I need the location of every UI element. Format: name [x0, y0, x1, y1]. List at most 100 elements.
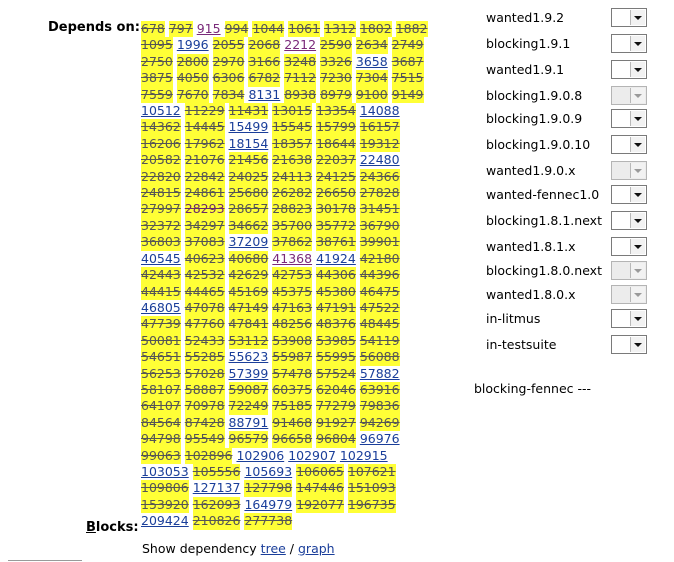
bug-link[interactable]: 44415 — [141, 283, 181, 300]
bug-link[interactable]: 94269 — [359, 414, 400, 432]
bug-link[interactable]: 50081 — [141, 332, 181, 350]
bug-link[interactable]: 15799 — [316, 119, 356, 136]
bug-link[interactable]: 24861 — [184, 185, 225, 202]
bug-link[interactable]: 3875 — [141, 70, 173, 87]
bug-link[interactable]: 18357 — [272, 135, 313, 153]
bug-link[interactable]: 28657 — [228, 201, 269, 218]
bug-link[interactable]: 40680 — [228, 250, 269, 268]
bug-link[interactable]: 42180 — [359, 250, 400, 268]
bug-link[interactable]: 37083 — [184, 234, 225, 251]
bug-link[interactable]: 35772 — [316, 217, 356, 235]
flag-select[interactable] — [611, 135, 647, 154]
bug-link[interactable]: 44396 — [359, 267, 400, 284]
bug-link[interactable]: 45169 — [228, 283, 269, 300]
bug-link[interactable]: 106065 — [296, 463, 344, 481]
bug-link[interactable]: 151093 — [347, 480, 396, 497]
bug-link[interactable]: 7230 — [320, 70, 352, 87]
bug-link[interactable]: 42532 — [184, 267, 225, 284]
bug-link[interactable]: 75185 — [272, 398, 313, 415]
bug-link[interactable]: 13354 — [316, 103, 356, 120]
bug-link[interactable]: 16206 — [141, 135, 181, 153]
flag-select[interactable] — [611, 211, 647, 230]
bug-link[interactable]: 21076 — [184, 152, 225, 169]
bug-link[interactable]: 59087 — [228, 381, 269, 399]
bug-link[interactable]: 96579 — [228, 431, 269, 448]
bug-link[interactable]: 53908 — [272, 332, 313, 350]
bug-link[interactable]: 30178 — [316, 201, 356, 218]
bug-link[interactable]: 22842 — [184, 168, 225, 186]
bug-link[interactable]: 27828 — [359, 185, 400, 202]
bug-link[interactable]: 20582 — [141, 152, 181, 169]
bug-link[interactable]: 6306 — [212, 70, 245, 87]
bug-link[interactable]: 7304 — [355, 70, 388, 87]
bug-link[interactable]: 47739 — [141, 316, 181, 333]
bug-link[interactable]: 55987 — [272, 349, 313, 366]
bug-link[interactable]: 1802 — [359, 21, 392, 38]
bug-link[interactable]: 3326 — [320, 53, 352, 71]
bug-link[interactable]: 102906 — [236, 447, 285, 463]
bug-link[interactable]: 47078 — [184, 299, 225, 317]
bug-link[interactable]: 42629 — [228, 267, 269, 284]
bug-link[interactable]: 11229 — [184, 103, 225, 120]
bug-link[interactable]: 48256 — [272, 316, 313, 333]
bug-link[interactable]: 15499 — [228, 119, 269, 135]
bug-link[interactable]: 11431 — [228, 103, 269, 120]
bug-link[interactable]: 45375 — [272, 283, 313, 300]
bug-link[interactable]: 28823 — [272, 201, 313, 218]
bug-link[interactable]: 48376 — [316, 316, 356, 333]
bug-link[interactable]: 47522 — [359, 299, 400, 317]
bug-link[interactable]: 9149 — [391, 86, 424, 104]
bug-link[interactable]: 91927 — [316, 414, 356, 432]
bug-link[interactable]: 38761 — [316, 234, 356, 251]
bug-link[interactable]: 2749 — [391, 37, 424, 54]
bug-link[interactable]: 3658 — [355, 53, 388, 69]
bug-link[interactable]: 18644 — [316, 135, 356, 153]
bug-link[interactable]: 2068 — [248, 37, 281, 54]
bug-link[interactable]: 13015 — [272, 103, 313, 120]
bug-link[interactable]: 88791 — [228, 414, 269, 430]
flag-select[interactable] — [611, 237, 647, 256]
bug-link[interactable]: 63916 — [359, 381, 400, 399]
bug-link[interactable]: 96976 — [359, 431, 400, 447]
bug-link[interactable]: 34662 — [228, 217, 269, 235]
bug-link[interactable]: 797 — [168, 21, 193, 38]
bug-link[interactable]: 2055 — [212, 37, 245, 54]
bug-link[interactable]: 37862 — [272, 234, 313, 251]
dependency-tree-link[interactable]: tree — [260, 541, 286, 556]
bug-link[interactable]: 102896 — [184, 447, 233, 464]
bug-link[interactable]: 56253 — [141, 365, 181, 382]
bug-link[interactable]: 91468 — [272, 414, 313, 432]
bug-link[interactable]: 96804 — [316, 431, 356, 448]
bug-link[interactable]: 127798 — [244, 480, 293, 497]
bug-link[interactable]: 4050 — [176, 70, 209, 87]
bug-link[interactable]: 54119 — [359, 332, 400, 350]
bug-link[interactable]: 6782 — [248, 70, 281, 87]
flag-select[interactable] — [611, 34, 647, 53]
flag-select[interactable] — [611, 309, 647, 328]
bug-link[interactable]: 8938 — [284, 86, 317, 104]
bug-link[interactable]: 44465 — [184, 283, 225, 300]
bug-link[interactable]: 7670 — [176, 86, 209, 104]
bug-link[interactable]: 102915 — [339, 447, 388, 463]
bug-link[interactable]: 96658 — [272, 431, 313, 448]
bug-link[interactable]: 21638 — [272, 152, 313, 169]
bug-link[interactable]: 57882 — [359, 365, 400, 381]
bug-link[interactable]: 8131 — [248, 86, 281, 102]
bug-link[interactable]: 57028 — [184, 365, 225, 382]
bug-link[interactable]: 2590 — [320, 37, 352, 54]
bug-link[interactable]: 44306 — [316, 267, 356, 284]
bug-link[interactable]: 7834 — [212, 86, 245, 104]
bug-link[interactable]: 8979 — [320, 86, 352, 104]
bug-link[interactable]: 1882 — [395, 21, 428, 38]
bug-link[interactable]: 192077 — [296, 496, 344, 514]
bug-link[interactable]: 47149 — [228, 299, 269, 317]
dependency-graph-link[interactable]: graph — [298, 541, 335, 556]
bug-link[interactable]: 57478 — [272, 365, 313, 382]
bug-link[interactable]: 7112 — [284, 70, 317, 87]
flag-select[interactable] — [611, 8, 647, 27]
bug-link[interactable]: 678 — [141, 21, 165, 38]
bug-link[interactable]: 58107 — [141, 381, 181, 399]
bug-link[interactable]: 55623 — [228, 349, 269, 365]
bug-link[interactable]: 2634 — [355, 37, 388, 54]
bug-link[interactable]: 3248 — [284, 53, 317, 71]
